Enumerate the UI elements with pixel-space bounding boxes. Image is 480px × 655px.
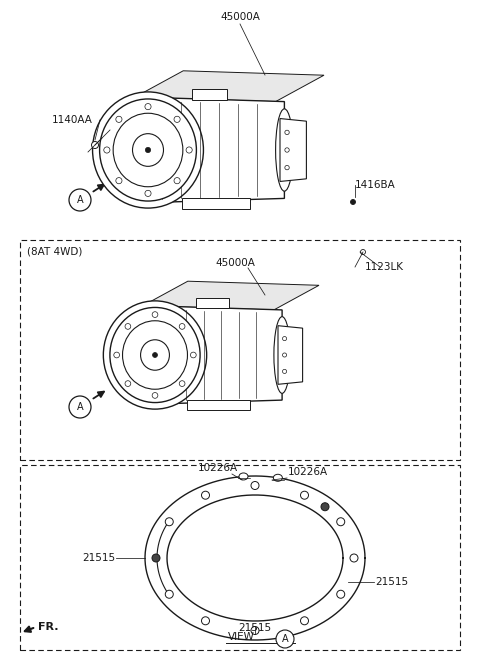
Ellipse shape: [350, 554, 358, 562]
Ellipse shape: [239, 473, 248, 480]
Ellipse shape: [179, 381, 185, 386]
Ellipse shape: [110, 307, 200, 403]
Ellipse shape: [145, 103, 151, 109]
Polygon shape: [144, 97, 284, 203]
Text: 1123LK: 1123LK: [365, 262, 404, 272]
Ellipse shape: [285, 148, 289, 152]
Ellipse shape: [125, 324, 131, 329]
Ellipse shape: [69, 189, 91, 211]
Ellipse shape: [179, 324, 185, 329]
Text: VIEW: VIEW: [228, 632, 255, 642]
Text: A: A: [77, 402, 84, 412]
Ellipse shape: [251, 481, 259, 489]
Text: (8AT 4WD): (8AT 4WD): [27, 247, 83, 257]
Ellipse shape: [116, 116, 122, 122]
Ellipse shape: [69, 396, 91, 418]
Polygon shape: [143, 281, 319, 310]
Ellipse shape: [122, 321, 188, 389]
Ellipse shape: [116, 178, 122, 184]
Ellipse shape: [191, 352, 196, 358]
Ellipse shape: [174, 178, 180, 184]
Ellipse shape: [276, 109, 293, 191]
Ellipse shape: [321, 503, 329, 511]
Ellipse shape: [350, 200, 356, 204]
Ellipse shape: [93, 92, 204, 208]
Ellipse shape: [104, 147, 110, 153]
Ellipse shape: [202, 617, 209, 625]
Text: 21515: 21515: [239, 623, 272, 633]
Ellipse shape: [113, 113, 183, 187]
Ellipse shape: [283, 353, 287, 357]
Ellipse shape: [300, 617, 309, 625]
Polygon shape: [151, 306, 282, 404]
Ellipse shape: [300, 491, 309, 499]
Ellipse shape: [132, 134, 164, 166]
Ellipse shape: [174, 116, 180, 122]
Ellipse shape: [285, 130, 289, 134]
FancyBboxPatch shape: [187, 400, 251, 410]
Ellipse shape: [153, 352, 157, 358]
Ellipse shape: [337, 517, 345, 526]
Ellipse shape: [114, 352, 120, 358]
Ellipse shape: [337, 590, 345, 598]
Text: 21515: 21515: [82, 553, 115, 563]
Ellipse shape: [100, 99, 196, 201]
Ellipse shape: [276, 630, 294, 648]
Text: 1140AA: 1140AA: [52, 115, 93, 125]
Polygon shape: [135, 71, 324, 102]
Ellipse shape: [125, 381, 131, 386]
FancyBboxPatch shape: [192, 89, 227, 100]
Text: 1416BA: 1416BA: [355, 180, 396, 190]
Ellipse shape: [152, 554, 160, 562]
Text: 10226A: 10226A: [288, 467, 328, 477]
Ellipse shape: [145, 191, 151, 196]
Ellipse shape: [274, 316, 290, 394]
Ellipse shape: [92, 141, 98, 149]
Text: A: A: [282, 634, 288, 644]
Text: 10226A: 10226A: [198, 463, 238, 473]
Ellipse shape: [360, 250, 365, 255]
Ellipse shape: [186, 147, 192, 153]
FancyBboxPatch shape: [196, 299, 228, 309]
Ellipse shape: [202, 491, 209, 499]
Polygon shape: [280, 119, 306, 181]
FancyBboxPatch shape: [20, 465, 460, 650]
Ellipse shape: [141, 340, 169, 370]
Ellipse shape: [165, 590, 173, 598]
Ellipse shape: [283, 337, 287, 341]
Ellipse shape: [165, 517, 173, 526]
Text: 21515: 21515: [375, 577, 408, 587]
Ellipse shape: [145, 147, 151, 153]
Text: FR.: FR.: [38, 622, 59, 632]
Ellipse shape: [283, 369, 287, 373]
Text: 45000A: 45000A: [215, 258, 255, 268]
Ellipse shape: [152, 312, 158, 318]
Text: 45000A: 45000A: [220, 12, 260, 22]
Ellipse shape: [152, 392, 158, 398]
FancyBboxPatch shape: [182, 198, 250, 209]
Ellipse shape: [274, 474, 282, 481]
Ellipse shape: [285, 166, 289, 170]
Polygon shape: [278, 326, 302, 384]
Ellipse shape: [103, 301, 207, 409]
Ellipse shape: [251, 626, 259, 635]
Text: A: A: [77, 195, 84, 205]
FancyBboxPatch shape: [20, 240, 460, 460]
